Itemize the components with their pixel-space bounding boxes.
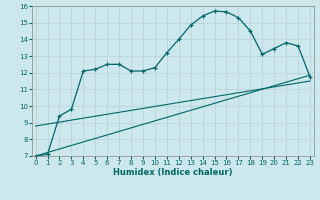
X-axis label: Humidex (Indice chaleur): Humidex (Indice chaleur) (113, 168, 233, 177)
